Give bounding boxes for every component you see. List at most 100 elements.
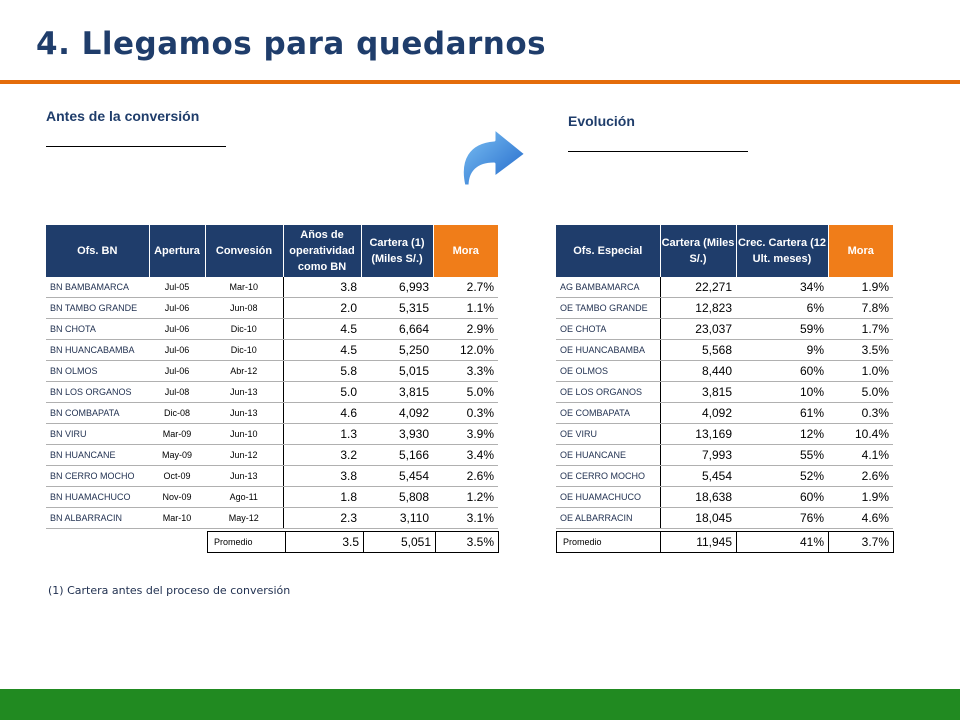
table-cell: 3.8 — [282, 277, 361, 298]
table-cell: 1.9% — [828, 486, 893, 508]
table-row: OE COMBAPATA 4,092 61% 0.3% — [556, 402, 893, 424]
table-row: BN OLMOS Jul-06 Abr-12 5.8 5,015 3.3% — [46, 360, 498, 382]
table-cell: Dic-10 — [205, 339, 283, 361]
table-cell: BN COMBAPATA — [46, 402, 149, 424]
table-row: OE CHOTA 23,037 59% 1.7% — [556, 318, 893, 340]
table-cell: 52% — [736, 465, 828, 487]
table-row: OE HUANCABAMBA 5,568 9% 3.5% — [556, 339, 893, 361]
left-summary-value: 5,051 — [363, 531, 436, 553]
table-cell: OE HUANCABAMBA — [556, 339, 660, 361]
left-section-label: Antes de la conversión — [46, 108, 200, 124]
table-cell: 2.6% — [828, 465, 893, 487]
left-section-underline — [46, 146, 226, 147]
column-header: Apertura — [148, 225, 205, 277]
table-row: BN CHOTA Jul-06 Dic-10 4.5 6,664 2.9% — [46, 318, 498, 340]
table-cell: Jun-08 — [205, 297, 283, 319]
table-cell: OE CHOTA — [556, 318, 660, 340]
table-cell: Mar-09 — [149, 423, 205, 445]
right-summary-row: Promedio 11,945 41% 3.7% — [556, 531, 894, 553]
table-cell: BN VIRU — [46, 423, 149, 445]
table-cell: 5.0% — [828, 381, 893, 403]
table-cell: 1.0% — [828, 360, 893, 382]
table-cell: 3,815 — [659, 381, 736, 403]
column-header: Ofs. BN — [46, 225, 149, 277]
table-cell: Jun-13 — [205, 381, 283, 403]
table-cell: Jul-05 — [149, 277, 205, 298]
column-header: Años de operatividad como BN — [282, 225, 361, 277]
table-cell: Nov-09 — [149, 486, 205, 508]
table-cell: OE COMBAPATA — [556, 402, 660, 424]
table-cell: BN CERRO MOCHO — [46, 465, 149, 487]
table-row: BN HUANCANE May-09 Jun-12 3.2 5,166 3.4% — [46, 444, 498, 466]
footer-bar — [0, 689, 960, 720]
table-cell: 13,169 — [659, 423, 736, 445]
table-row: BN CERRO MOCHO Oct-09 Jun-13 3.8 5,454 2.6% — [46, 465, 498, 487]
table-cell: Ago-11 — [205, 486, 283, 508]
table-cell: OE OLMOS — [556, 360, 660, 382]
right-summary-value: 3.7% — [828, 531, 894, 553]
table-cell: 7,993 — [659, 444, 736, 466]
table-cell: BN HUANCABAMBA — [46, 339, 149, 361]
table-cell: 60% — [736, 360, 828, 382]
table-cell: 76% — [736, 507, 828, 529]
table-row: OE TAMBO GRANDE 12,823 6% 7.8% — [556, 297, 893, 319]
table-cell: 3.5% — [828, 339, 893, 361]
right-summary-value: 41% — [736, 531, 829, 553]
table-row: BN ALBARRACIN Mar-10 May-12 2.3 3,110 3.1% — [46, 507, 498, 529]
table-cell: 8,440 — [659, 360, 736, 382]
table-cell: 4.6% — [828, 507, 893, 529]
table-row: BN HUAMACHUCO Nov-09 Ago-11 1.8 5,808 1.2% — [46, 486, 498, 508]
table-cell: 1.1% — [433, 297, 498, 319]
table-row: BN HUANCABAMBA Jul-06 Dic-10 4.5 5,250 12.0% — [46, 339, 498, 361]
table-row: BN COMBAPATA Dic-08 Jun-13 4.6 4,092 0.3% — [46, 402, 498, 424]
table-cell: BN LOS ORGANOS — [46, 381, 149, 403]
table-row: BN BAMBAMARCA Jul-05 Mar-10 3.8 6,993 2.7% — [46, 277, 498, 298]
table-cell: 1.2% — [433, 486, 498, 508]
table-cell: OE VIRU — [556, 423, 660, 445]
table-cell: 5,454 — [361, 465, 433, 487]
table-cell: 1.3 — [282, 423, 361, 445]
table-cell: BN HUAMACHUCO — [46, 486, 149, 508]
table-cell: Dic-08 — [149, 402, 205, 424]
column-header: Mora — [827, 225, 893, 277]
left-summary-value: 3.5 — [285, 531, 364, 553]
left-summary-row: Promedio 3.5 5,051 3.5% — [207, 531, 499, 553]
table-cell: Dic-10 — [205, 318, 283, 340]
table-cell: 59% — [736, 318, 828, 340]
right-summary-value: 11,945 — [660, 531, 737, 553]
table-cell: 6% — [736, 297, 828, 319]
table-cell: 3,930 — [361, 423, 433, 445]
table-cell: 23,037 — [659, 318, 736, 340]
footnote: (1) Cartera antes del proceso de convers… — [48, 584, 291, 597]
table-cell: AG BAMBAMARCA — [556, 277, 660, 298]
table-cell: 3.1% — [433, 507, 498, 529]
table-row: OE ALBARRACIN 18,045 76% 4.6% — [556, 507, 893, 529]
table-cell: 7.8% — [828, 297, 893, 319]
table-cell: 2.7% — [433, 277, 498, 298]
table-cell: 3.9% — [433, 423, 498, 445]
column-header: Crec. Cartera (12 Ult. meses) — [735, 225, 828, 277]
table-cell: 5,568 — [659, 339, 736, 361]
table-cell: 4.6 — [282, 402, 361, 424]
right-table: Ofs. Especial Cartera (Miles S/.) Crec. Ca… — [556, 225, 893, 529]
table-cell: 3.4% — [433, 444, 498, 466]
table-cell: 5,315 — [361, 297, 433, 319]
table-cell: 3.3% — [433, 360, 498, 382]
left-summary-value: 3.5% — [435, 531, 499, 553]
table-cell: 3,815 — [361, 381, 433, 403]
table-cell: 4.1% — [828, 444, 893, 466]
table-cell: 12.0% — [433, 339, 498, 361]
curved-arrow-icon — [460, 126, 528, 188]
table-cell: Jul-06 — [149, 339, 205, 361]
table-cell: 5,454 — [659, 465, 736, 487]
table-cell: 3.2 — [282, 444, 361, 466]
table-cell: Jul-06 — [149, 360, 205, 382]
table-cell: 12% — [736, 423, 828, 445]
page-title: 4. Llegamos para quedarnos — [36, 26, 547, 62]
table-row: OE HUANCANE 7,993 55% 4.1% — [556, 444, 893, 466]
table-cell: OE CERRO MOCHO — [556, 465, 660, 487]
left-table: Ofs. BN Apertura Convesión Años de operativ… — [46, 225, 498, 529]
table-cell: May-09 — [149, 444, 205, 466]
table-cell: OE HUAMACHUCO — [556, 486, 660, 508]
table-cell: BN TAMBO GRANDE — [46, 297, 149, 319]
